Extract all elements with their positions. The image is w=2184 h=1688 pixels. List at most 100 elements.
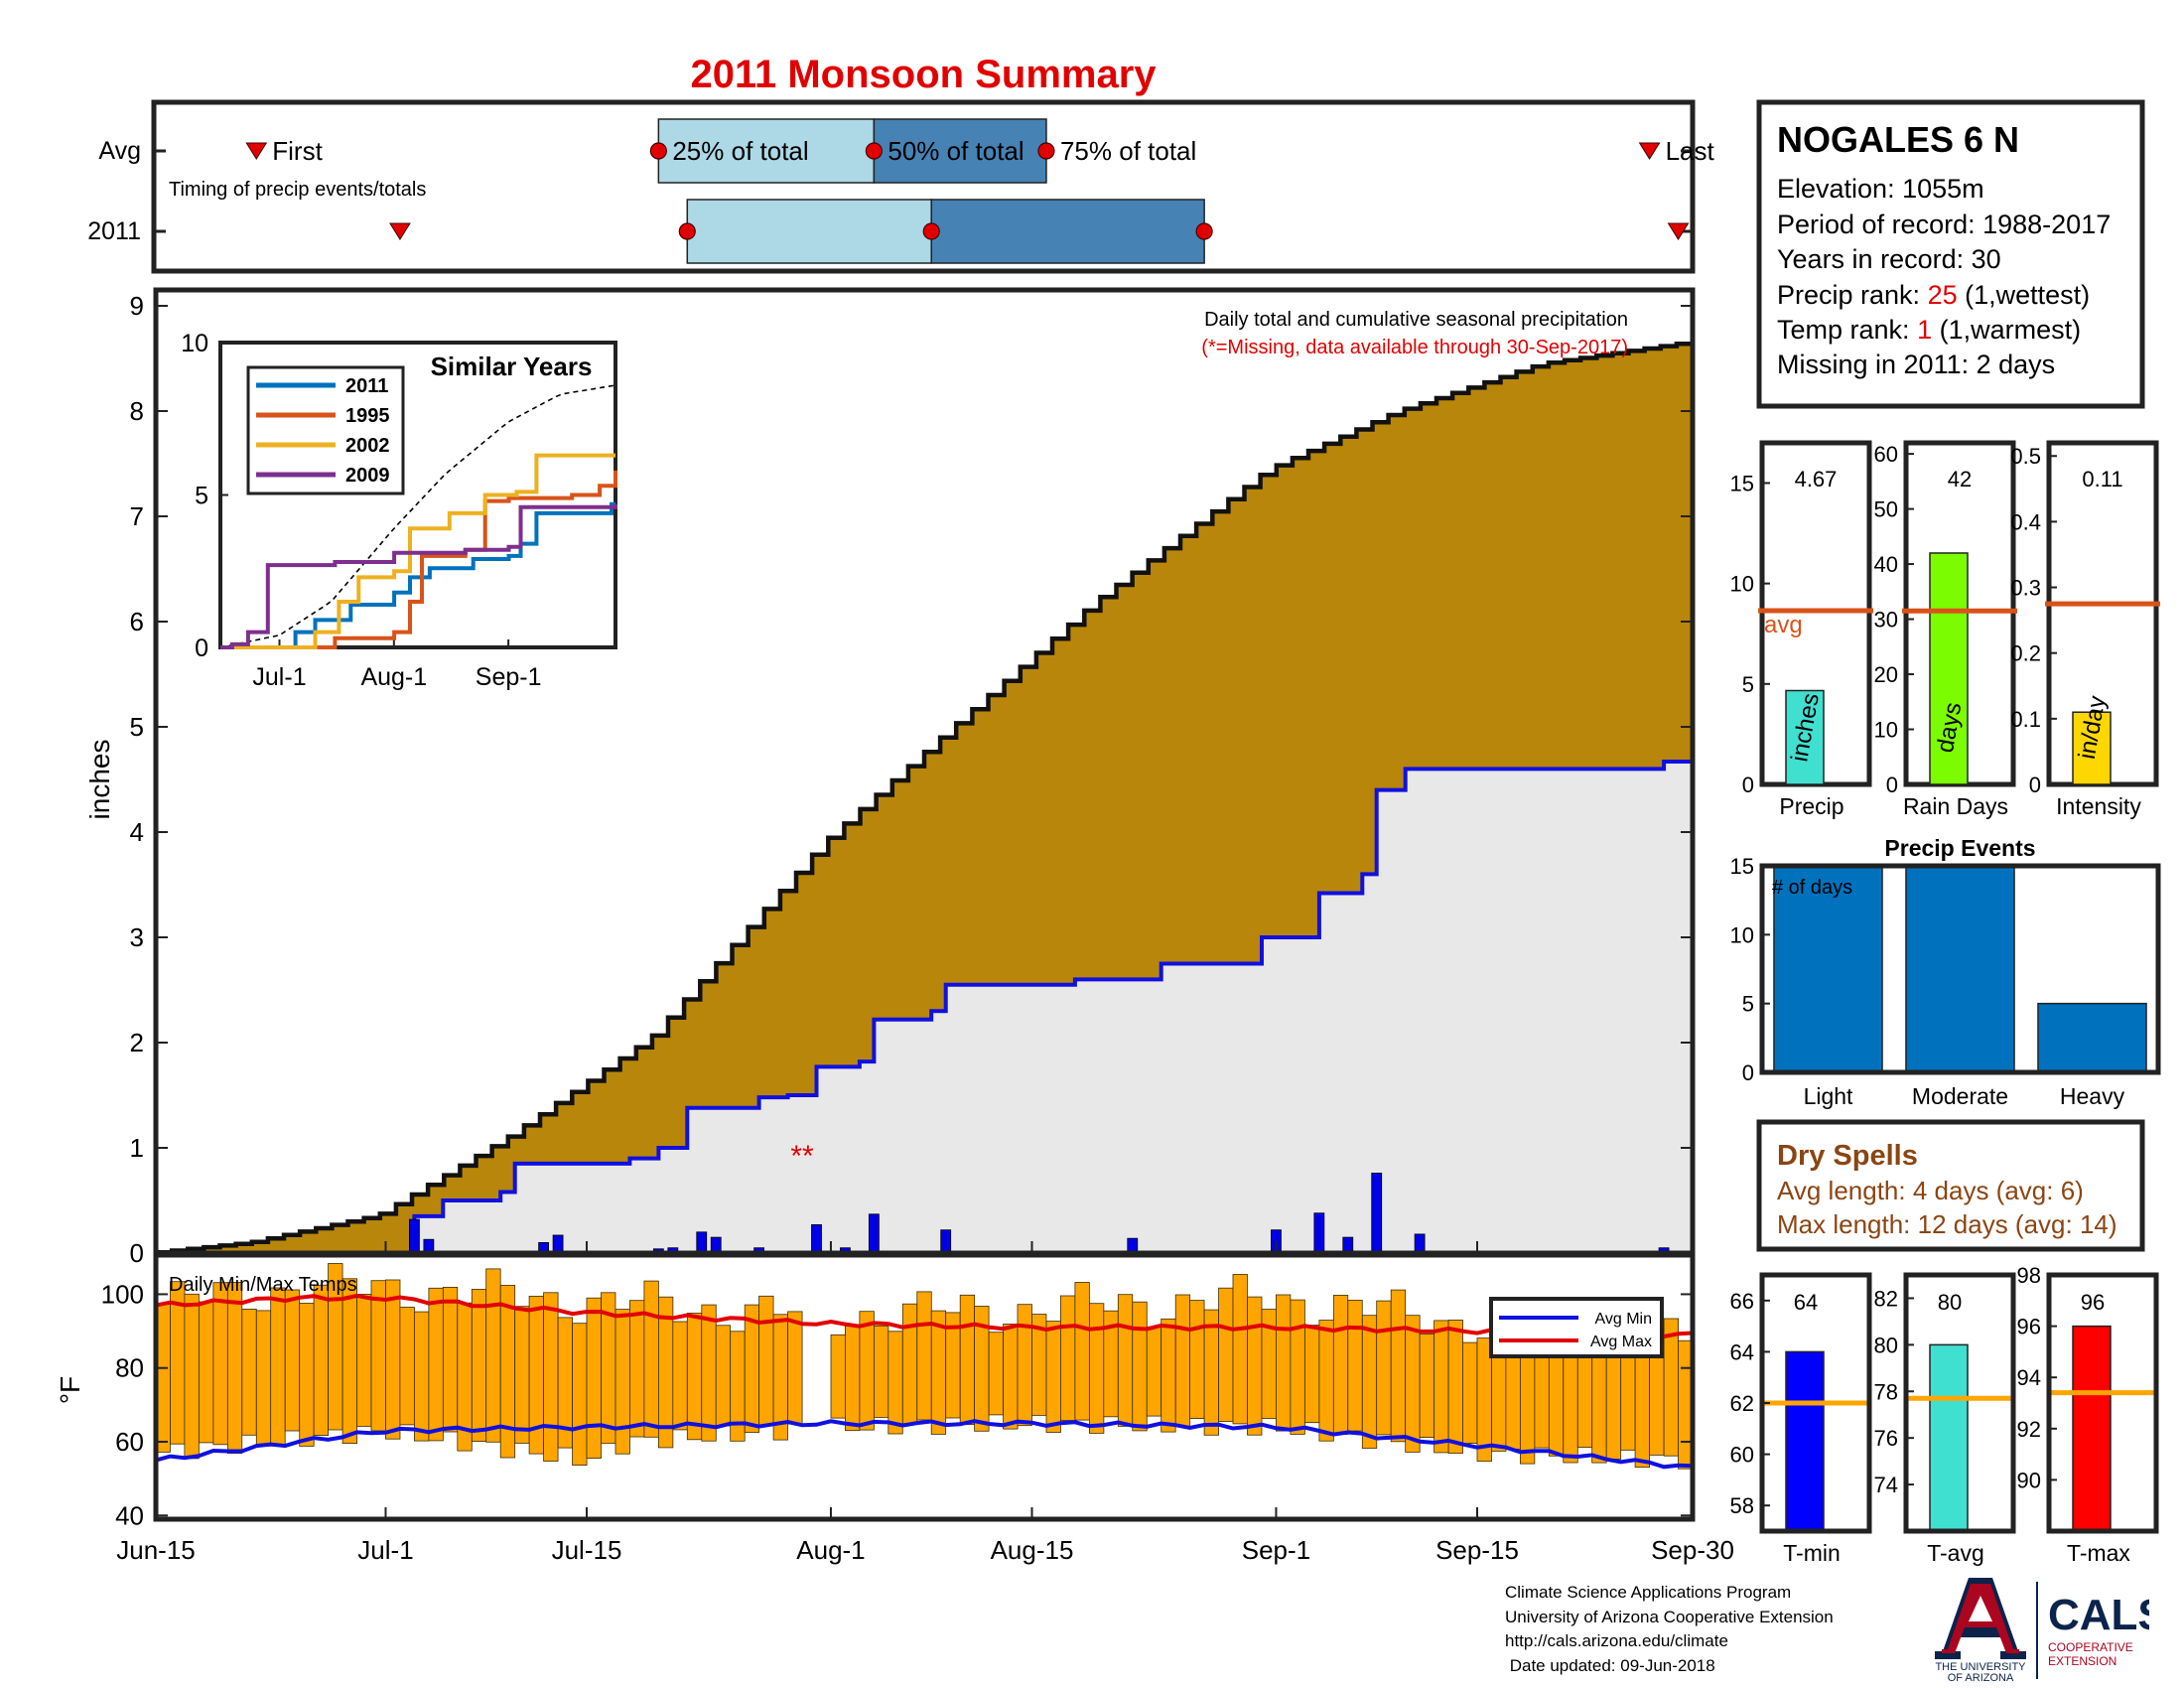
station-elevation: Elevation: 1055m: [1777, 174, 1984, 204]
logo-extension: EXTENSION: [2048, 1654, 2116, 1668]
daily-temp-bar: [198, 1301, 214, 1444]
daily-temp-bar: [1620, 1348, 1636, 1451]
main-y-tick-label: 9: [130, 291, 144, 321]
timing-box-25-50: [657, 118, 876, 184]
daily-temp-bar: [887, 1331, 903, 1435]
dry-spells-box: Dry Spells Avg length: 4 days (avg: 6) Max…: [1756, 1119, 2145, 1252]
daily-temp-bar: [686, 1313, 703, 1441]
precip-event-category-label: Light: [1804, 1083, 1853, 1109]
temp-value-bar: [2072, 1325, 2112, 1532]
footer-url[interactable]: http://cals.arizona.edu/climate: [1505, 1631, 1728, 1650]
mini-category-label: Rain Days: [1903, 793, 2008, 819]
daily-temp-bar: [629, 1300, 645, 1438]
main-y-tick-label: 6: [130, 607, 144, 636]
mini-y-tick-label: 0.3: [2010, 576, 2041, 601]
daily-temp-bar: [1634, 1345, 1650, 1469]
logo-cooperative: COOPERATIVE: [2048, 1640, 2133, 1654]
daily-temp-bar: [1060, 1295, 1076, 1421]
daily-temp-bar: [1462, 1341, 1478, 1444]
timing-quartile-dot: [922, 222, 940, 240]
inset-legend-label-1995: 1995: [345, 405, 390, 427]
daily-temp-bar: [643, 1280, 659, 1438]
daily-temp-bar: [184, 1293, 200, 1460]
inset-legend-label-2002: 2002: [345, 435, 390, 457]
daily-precip-bar: [811, 1223, 822, 1254]
main-precip-chart: ** 0 1 2 3 4 5 6 7 8 9 inches Daily total and cumula…: [84, 287, 1696, 1268]
mini-y-tick-label: 40: [1874, 552, 1898, 577]
daily-temp-bar: [988, 1332, 1004, 1416]
daily-temp-bar: [385, 1279, 401, 1440]
daily-temp-bar: [1290, 1299, 1305, 1435]
daily-temp-bar: [341, 1278, 357, 1445]
temp-mini-frame: [2046, 1272, 2159, 1534]
temp-mini-y-tick-label: 74: [1874, 1473, 1898, 1497]
temp-mini-frame: [1903, 1272, 2016, 1534]
university-logo: THE UNIVERSITY OF ARIZONA CALS COOPERATI…: [1935, 1578, 2149, 1683]
daily-precip-bar: [1414, 1233, 1426, 1254]
x-tick-label: Jun-15: [116, 1535, 196, 1565]
daily-temp-bar: [1304, 1325, 1320, 1424]
precip-events-ylabel: # of days: [1772, 877, 1852, 899]
mini-y-tick-label: 50: [1874, 497, 1898, 522]
station-temp-rank-value: 1: [1917, 315, 1932, 345]
mini-y-tick-label: 0.1: [2010, 707, 2041, 732]
daily-temp-bar: [442, 1287, 459, 1433]
dry-spells-avg: Avg length: 4 days (avg: 6): [1777, 1176, 2084, 1205]
footer-program: Climate Science Applications Program: [1505, 1583, 1792, 1602]
daily-temp-bar: [1663, 1318, 1679, 1457]
daily-temp-bar: [1089, 1303, 1105, 1434]
daily-temp-bar: [1045, 1321, 1061, 1433]
main-y-tick-label: 4: [130, 817, 144, 847]
daily-temp-bar: [485, 1268, 501, 1443]
daily-temp-bar: [413, 1311, 430, 1442]
timing-quartile-dot: [678, 222, 696, 240]
daily-temp-bar: [1232, 1274, 1248, 1425]
daily-temp-bar: [299, 1303, 315, 1447]
daily-temp-bar: [212, 1282, 228, 1446]
daily-temp-bar: [543, 1292, 559, 1462]
daily-temp-bar: [787, 1311, 803, 1425]
timing-first-label: First: [272, 136, 323, 166]
temp-y-tick-label: 80: [115, 1353, 144, 1383]
x-tick-label: Aug-1: [796, 1535, 865, 1565]
daily-temp-bar: [471, 1289, 487, 1443]
temp-mini-y-tick-label: 96: [2017, 1315, 2041, 1339]
station-temp-rank-suffix: (1,warmest): [1932, 315, 2081, 345]
temp-mini-y-tick-label: 90: [2017, 1468, 2041, 1492]
precip-event-category-label: Moderate: [1912, 1083, 2008, 1109]
daily-temp-bar: [1332, 1295, 1349, 1435]
daily-precip-bar: [409, 1218, 420, 1254]
inset-series-line-2009: [220, 503, 617, 649]
daily-precip-bar: [1313, 1212, 1325, 1254]
temp-y-tick-label: 40: [115, 1500, 144, 1530]
timing-quartile-dot: [865, 142, 883, 160]
inset-x-tick-label: Aug-1: [360, 663, 427, 691]
inset-y-tick-label: 5: [195, 483, 208, 510]
temp-mini-y-tick-label: 80: [1874, 1333, 1898, 1357]
temp-value-bar: [1785, 1350, 1825, 1532]
similar-years-inset: 0 5 10 Jul-1 Aug-1 Sep-1 Similar Years 2011 1995…: [181, 330, 617, 691]
daily-temp-bar: [1247, 1296, 1263, 1436]
mini-value-label: 0.11: [2082, 467, 2122, 492]
daily-temp-bar: [1361, 1315, 1378, 1449]
mini-value-bar: [2072, 711, 2112, 785]
timing-row-label: 2011: [87, 217, 141, 245]
daily-temp-bar: [241, 1309, 257, 1436]
dry-spells-frame: [1756, 1119, 2145, 1252]
daily-temp-bar: [1189, 1300, 1205, 1419]
temp-mini-y-tick-label: 62: [1730, 1391, 1754, 1416]
logo-university: THE UNIVERSITY: [1935, 1661, 2026, 1673]
temp-panel-title: Daily Min/Max Temps: [169, 1274, 357, 1296]
chart-title: 2011 Monsoon Summary: [690, 53, 1157, 96]
daily-temp-bar: [1160, 1318, 1176, 1433]
main-y-axis-label: inches: [84, 740, 115, 820]
inset-series-line-2002: [220, 453, 615, 649]
logo-arizona: OF ARIZONA: [1948, 1672, 2014, 1683]
daily-temp-bar: [226, 1282, 243, 1455]
temp-bar-chart-t-max: 90 92 94 96 98 96 T-max: [2017, 1263, 2159, 1566]
pe-y-tick-label: 15: [1730, 854, 1754, 879]
temp-mini-category-label: T-min: [1783, 1540, 1841, 1566]
missing-data-marker: **: [790, 1140, 814, 1173]
daily-temp-bar: [1017, 1304, 1032, 1427]
